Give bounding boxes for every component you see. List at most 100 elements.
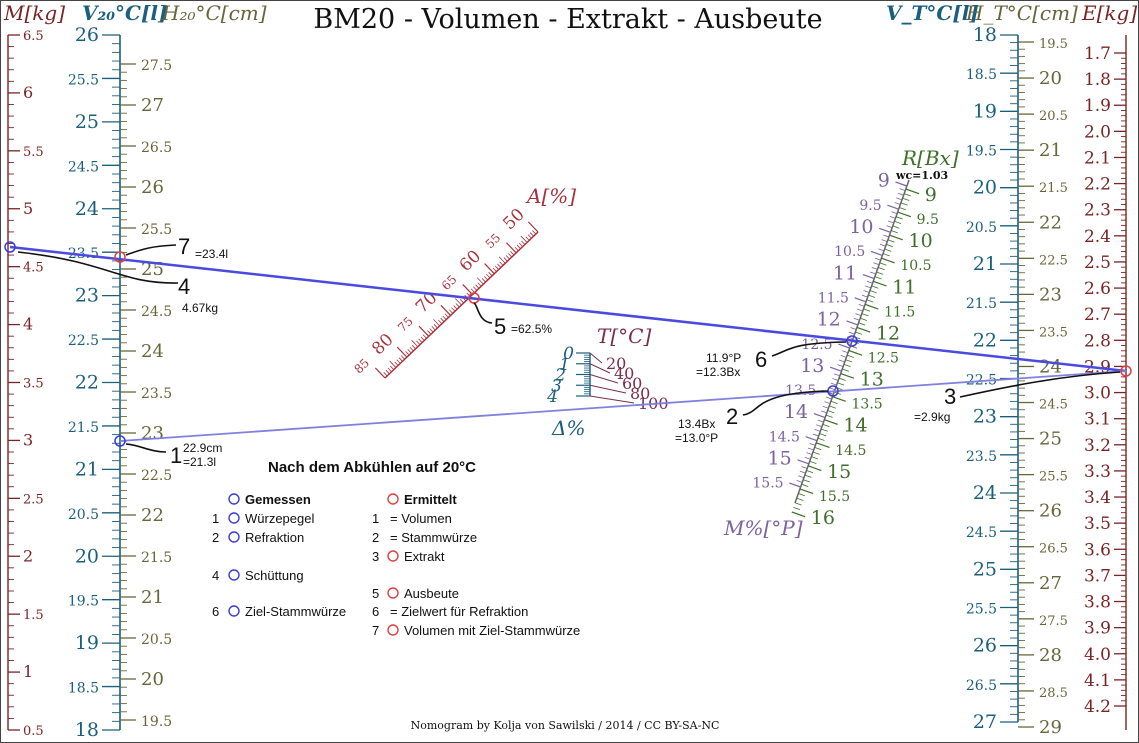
legend-c5-icon [387,587,399,599]
legend-c5-num: 5 [372,586,379,601]
r-minor-tick [895,216,903,220]
point-5-number: 5 [494,314,506,339]
mp-major-tick [805,436,818,442]
e-tick-label: 3.8 [1084,593,1111,613]
mp-minor-tick [863,290,870,293]
ht-tick-label: 29 [1039,717,1062,738]
legend-c3-icon [387,550,399,562]
r-minor-tick [812,451,820,455]
r-minor-tick [863,308,871,312]
r-minor-tick [855,331,863,335]
e-tick-label: 3.3 [1084,462,1111,482]
isopleth-line-measured [119,370,1127,442]
r-tick-label: 14.5 [835,443,866,459]
vt-tick-label: 19 [973,100,997,122]
ht-tick-label: 26.5 [1039,542,1068,557]
a-minor-tick [525,236,530,241]
r-minor-tick [811,456,819,460]
mp-tick-label: 11.5 [818,290,849,306]
mp-minor-tick [807,447,814,451]
r-minor-tick [868,294,876,298]
a-minor-tick [514,246,519,252]
h20-tick-label: 26 [141,177,164,198]
a-major-tick [484,263,495,275]
vt-tick-label: 23.5 [966,449,997,465]
mp-minor-tick [883,234,890,238]
mp-minor-tick [856,308,863,312]
a-minor-tick [400,355,405,360]
m-tick-label: 4.5 [23,261,44,276]
scale-temperature: 0123420406080100 [546,344,668,413]
e-tick-label: 4.2 [1084,697,1111,717]
mp-minor-tick [891,211,898,215]
mp-minor-tick [886,225,893,229]
r-tick-label: 15.5 [819,489,850,505]
a-minor-tick [411,339,419,347]
e-tick-label: 3.5 [1084,514,1111,534]
ht-tick-label: 23.5 [1039,325,1068,340]
wc-label: wc=1.03 [895,169,948,182]
m-tick-label: 0.5 [23,724,44,739]
mp-major-tick [797,459,810,465]
a-minor-tick [508,253,513,258]
r-minor-tick [842,368,850,372]
mp-minor-tick [812,433,819,437]
a-minor-tick [442,315,447,320]
a-tick-label: 75 [395,314,416,335]
mp-minor-tick [830,382,837,386]
r-minor-tick [806,470,814,474]
a-minor-tick [494,265,499,270]
mp-major-tick [895,181,908,187]
a-minor-tick [527,234,532,239]
axis-label-mp: M%[°P] [723,516,803,540]
a-minor-tick [516,244,521,249]
axis-label-r: R[Bx] [901,146,959,170]
ht-tick-label: 25 [1039,429,1062,450]
a-major-tick [396,346,408,358]
e-tick-label: 1.8 [1084,70,1111,90]
ht-tick-label: 27 [1039,573,1062,594]
e-tick-label: 2.4 [1084,227,1111,247]
r-minor-tick [809,460,817,464]
v20-tick-label: 24 [75,198,99,220]
mp-minor-tick [798,475,805,479]
mp-minor-tick [896,197,903,201]
mp-tick-label: 9.5 [859,198,881,214]
e-tick-label: 3.4 [1084,488,1111,508]
ht-tick-label: 22 [1039,212,1062,233]
r-major-tick [799,488,814,495]
r-minor-tick [874,276,882,280]
a-minor-tick [387,367,392,373]
legend-c3-num: 3 [372,549,379,564]
legend-c7-label: Volumen mit Ziel-Stammwürze [404,623,580,638]
marker-point-6 [846,335,858,347]
v20-tick-label: 21 [75,458,99,480]
a-minor-tick [407,349,412,354]
mp-tick-label: 10 [849,216,873,238]
r-minor-tick [796,497,804,501]
leader-4 [17,251,179,284]
ht-tick-label: 23 [1039,284,1062,305]
a-major-tick [418,325,430,337]
ht-tick-label: 28 [1039,645,1062,666]
ht-tick-label: 24 [1039,356,1062,377]
mp-minor-tick [817,419,824,423]
r-minor-tick [886,243,894,248]
legend-m4-num: 4 [212,568,219,583]
r-minor-tick [837,382,845,386]
mp-minor-tick [825,396,832,400]
mp-minor-tick [804,456,811,460]
mp-tick-label: 9 [878,170,890,192]
point-1-value-2: =21.3l [183,455,216,469]
ht-tick-label: 27.5 [1039,614,1068,629]
marker-point-3 [1120,365,1132,377]
a-minor-tick [475,284,480,289]
t-tick-label: 80 [630,384,650,403]
e-tick-label: 2.0 [1084,122,1111,142]
isopleth-line-target [9,245,1127,373]
e-tick-label: 3.6 [1084,540,1111,560]
mp-minor-tick [866,280,873,284]
e-tick-label: 4.0 [1084,645,1111,665]
mp-minor-tick [894,202,901,205]
a-major-tick [506,242,517,254]
